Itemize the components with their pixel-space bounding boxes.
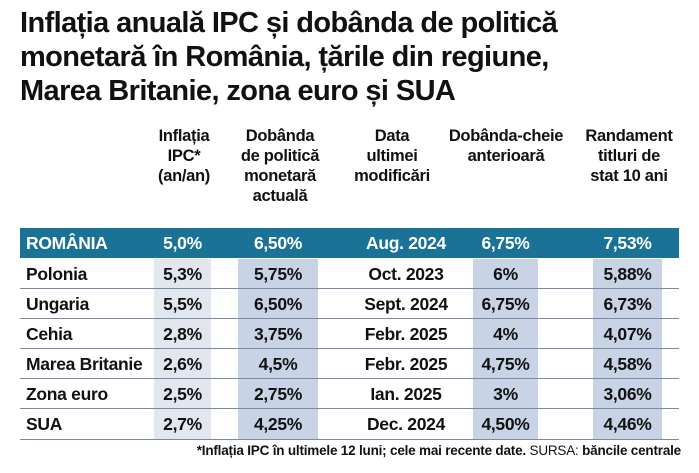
header-dobanda: Dobânda de politică monetară actuală [240, 127, 320, 205]
row-divider [20, 378, 679, 379]
cell-ipc: 2,7% [163, 414, 202, 434]
cell-country: Zona euro [26, 384, 108, 404]
shade-dobanda-column [238, 259, 318, 440]
table-row: Cehia 2,8% 3,75% Febr. 2025 4% 4,07% [20, 319, 679, 349]
page-title: Inflația anuală IPC și dobânda de politi… [20, 6, 690, 108]
row-divider [20, 288, 679, 289]
cell-anterioara: 6,75% [481, 294, 530, 314]
table-row: SUA 2,7% 4,25% Dec. 2024 4,50% 4,46% [20, 409, 679, 439]
cell-randament: 3,06% [603, 384, 652, 404]
header-data: Data ultimei modificări [354, 127, 430, 185]
title-line-1: Inflația anuală IPC și dobânda de politi… [20, 7, 558, 39]
cell-randament: 6,73% [603, 294, 652, 314]
cell-anterioara: 6% [493, 264, 518, 284]
table-row-romania: ROMÂNIA 5,0% 6,50% Aug. 2024 6,75% 7,53% [20, 228, 679, 258]
header-anterioara: Dobânda-cheie anterioară [448, 127, 564, 165]
cell-data: Dec. 2024 [366, 414, 446, 434]
cell-ipc: 2,6% [163, 354, 202, 374]
cell-ipc: 5,0% [163, 233, 202, 253]
cell-data: Ian. 2025 [370, 384, 442, 404]
footnote-source: băncile centrale [582, 443, 681, 458]
cell-ipc: 5,3% [163, 264, 202, 284]
footnote-note: *Inflația IPC în ultimele 12 luni; cele … [196, 443, 526, 458]
cell-dobanda: 6,50% [253, 233, 303, 253]
table-row: Ungaria 5,5% 6,50% Sept. 2024 6,75% 6,73… [20, 289, 679, 319]
title-line-2: monetară în România, țările din regiune, [20, 41, 549, 73]
footnote: *Inflația IPC în ultimele 12 luni; cele … [197, 443, 681, 458]
cell-randament: 5,88% [603, 264, 652, 284]
cell-dobanda: 3,75% [253, 324, 303, 344]
cell-country: ROMÂNIA [26, 233, 108, 253]
cell-data: Aug. 2024 [366, 233, 446, 253]
cell-ipc: 5,5% [163, 294, 202, 314]
cell-data: Sept. 2024 [364, 294, 448, 314]
cell-dobanda: 2,75% [253, 384, 303, 404]
cell-dobanda: 5,75% [253, 264, 303, 284]
row-divider [20, 408, 679, 409]
cell-country: Marea Britanie [26, 354, 143, 374]
cell-country: Cehia [26, 324, 73, 344]
cell-country: SUA [26, 414, 63, 434]
title-line-3: Marea Britanie, zona euro și SUA [20, 75, 456, 107]
cell-randament: 4,58% [603, 354, 652, 374]
shade-anterioara-column [473, 259, 538, 440]
table-row: Zona euro 2,5% 2,75% Ian. 2025 3% 3,06% [20, 379, 679, 409]
row-divider [20, 318, 679, 319]
row-divider [20, 439, 679, 440]
cell-ipc: 2,8% [163, 324, 202, 344]
row-divider [20, 348, 679, 349]
table-row: Polonia 5,3% 5,75% Oct. 2023 6% 5,88% [20, 259, 679, 289]
cell-anterioara: 4,50% [481, 414, 530, 434]
cell-anterioara: 3% [493, 384, 518, 404]
header-ipc: Inflația IPC* (an/an) [158, 127, 210, 185]
cell-anterioara: 4% [493, 324, 518, 344]
cell-data: Febr. 2025 [364, 354, 448, 374]
cell-data: Febr. 2025 [364, 324, 448, 344]
cell-randament: 4,46% [603, 414, 652, 434]
shade-randament-column [593, 259, 662, 440]
cell-dobanda: 4,5% [258, 354, 298, 374]
cell-country: Ungaria [26, 294, 90, 314]
cell-dobanda: 6,50% [253, 294, 303, 314]
cell-country: Polonia [26, 264, 88, 284]
cell-randament: 4,07% [603, 324, 652, 344]
romania-highlight-band [20, 228, 679, 258]
cell-data: Oct. 2023 [368, 264, 444, 284]
cell-randament: 7,53% [603, 233, 652, 253]
cell-ipc: 2,5% [163, 384, 202, 404]
shade-ipc-column [154, 259, 211, 440]
cell-anterioara: 4,75% [481, 354, 530, 374]
table-row: Marea Britanie 2,6% 4,5% Febr. 2025 4,75… [20, 349, 679, 379]
cell-dobanda: 4,25% [253, 414, 303, 434]
footnote-source-label: SURSA: [529, 443, 579, 458]
header-randament: Randament titluri de stat 10 ani [585, 127, 673, 185]
cell-anterioara: 6,75% [481, 233, 530, 253]
